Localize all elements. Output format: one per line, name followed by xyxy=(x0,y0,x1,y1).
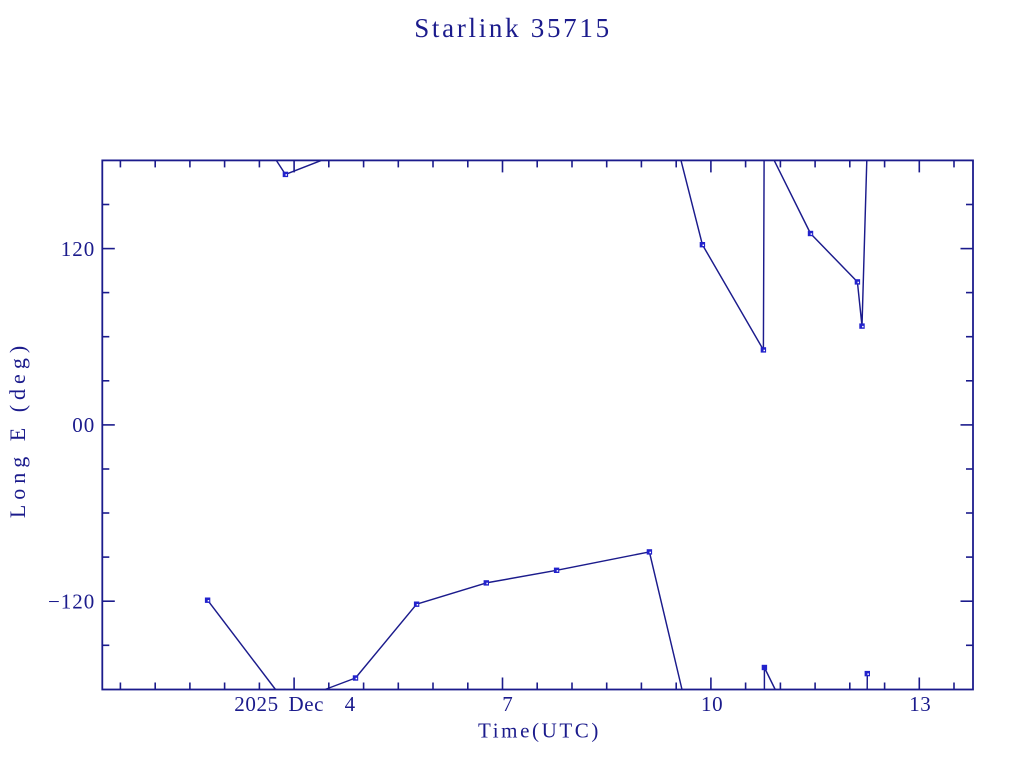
svg-text:Time(UTC): Time(UTC) xyxy=(478,719,601,743)
svg-text:Dec: Dec xyxy=(288,692,324,716)
svg-text:10: 10 xyxy=(701,692,723,716)
svg-text:−120: −120 xyxy=(48,590,95,614)
svg-text:7: 7 xyxy=(502,692,513,716)
svg-text:120: 120 xyxy=(61,237,96,261)
svg-text:Starlink 35715: Starlink 35715 xyxy=(414,13,612,43)
svg-text:2025: 2025 xyxy=(234,692,278,716)
svg-text:4: 4 xyxy=(345,692,356,716)
svg-text:00: 00 xyxy=(72,413,95,437)
svg-text:13: 13 xyxy=(909,692,931,716)
svg-text:Long E (deg): Long E (deg) xyxy=(5,341,30,518)
